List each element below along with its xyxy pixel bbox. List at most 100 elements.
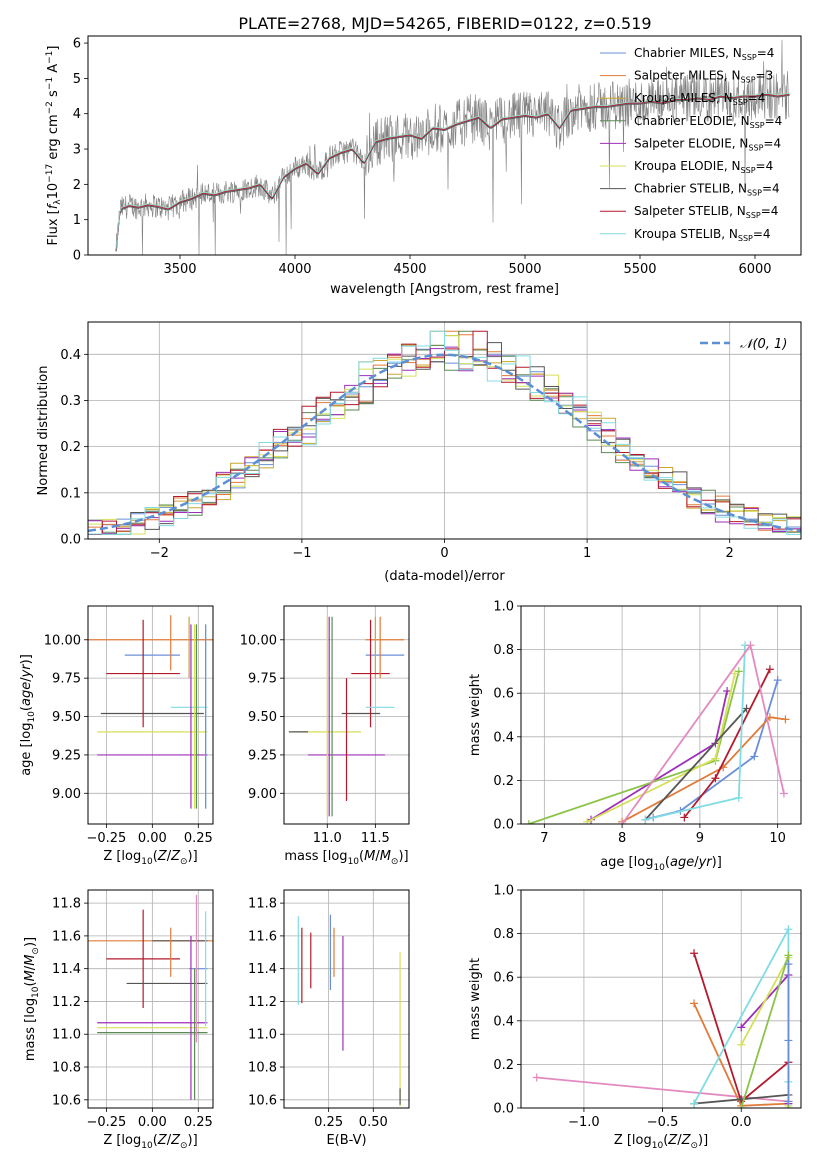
y-tick-label: 10.8	[52, 1061, 81, 1076]
x-tick-label: 11.5	[361, 831, 390, 846]
y-tick-label: 0.4	[493, 730, 514, 745]
axes-frame	[87, 605, 214, 825]
series-line	[644, 707, 748, 821]
y-axis-label: mass [log10(M/M⊙)]	[23, 937, 41, 1061]
y-axis-label: Normed distribution	[36, 366, 51, 496]
data-point	[524, 820, 533, 824]
y-tick-label: 11.0	[52, 1028, 81, 1043]
legend-entry: Chabrier MILES, NSSP=4	[634, 46, 774, 62]
series-line	[586, 673, 736, 823]
x-tick-label: −2	[150, 546, 169, 561]
legend-entry: Salpeter ELODIE, NSSP=4	[634, 136, 781, 152]
x-tick-label: 4000	[278, 262, 311, 277]
data-point	[711, 774, 720, 783]
data-point	[680, 813, 689, 822]
x-tick-label: 11.0	[313, 831, 342, 846]
plot-area	[297, 914, 401, 1107]
y-axis-label: age [log10(age/yr)]	[19, 654, 37, 776]
y-tick-label: 0.1	[60, 486, 81, 501]
y-tick-label: 2	[73, 178, 81, 193]
y-tick-label: 9.25	[52, 748, 81, 763]
y-tick-label: 11.4	[52, 962, 81, 977]
x-axis-label: wavelength [Angstrom, rest frame]	[330, 282, 559, 297]
model-spectrum	[115, 93, 790, 251]
x-tick-label: −1.0	[568, 1115, 600, 1130]
x-tick-label: 5500	[623, 262, 656, 277]
panel-mass-vs-EBV: 0.25 0.50 10.6 10.8 11.0 11.2 11.4 11.6 11.8 E(B-…	[248, 889, 410, 1148]
x-tick-label: 0.0	[731, 1115, 752, 1130]
y-tick-label: 11.4	[248, 962, 277, 977]
y-tick-label: 9.75	[52, 672, 81, 687]
y-tick-label: 0.0	[493, 818, 514, 833]
legend-entry: Kroupa ELODIE, NSSP=4	[634, 159, 773, 175]
panel-age-vs-Z: −0.25 0.00 0.25 9.00 9.25 9.50 9.75 10.00 Z [log…	[19, 605, 214, 867]
data-point	[750, 752, 759, 761]
data-point	[690, 1099, 699, 1108]
y-tick-label: 4	[73, 107, 81, 122]
x-tick-label: 7	[540, 831, 548, 846]
y-tick-label: 11.8	[52, 897, 81, 912]
x-tick-label: 10	[769, 831, 786, 846]
model-spectrum	[115, 92, 790, 250]
y-tick-label: 10.00	[44, 633, 81, 648]
series-line	[652, 679, 779, 819]
data-point	[784, 1097, 793, 1106]
y-tick-label: 9.50	[52, 710, 81, 725]
y-tick-label: 1.0	[493, 884, 514, 899]
x-tick-label: −0.25	[86, 1115, 126, 1130]
data-point	[784, 960, 793, 969]
plot-area	[532, 925, 793, 1108]
panel-residuals: −2 −1 0 1 2 0.0 0.1 0.2 0.3 0.4 (data-model)/error…	[36, 321, 802, 584]
x-axis-label: E(B-V)	[326, 1133, 366, 1148]
observed-spectrum	[115, 39, 790, 255]
plot-area	[288, 616, 405, 817]
legend: Chabrier MILES, NSSP=4 Salpeter MILES, NS…	[600, 46, 782, 243]
legend-entry: Chabrier STELIB, NSSP=4	[634, 182, 780, 198]
x-tick-label: −1	[292, 546, 311, 561]
y-tick-label: 3	[73, 143, 81, 158]
y-tick-label: 0	[73, 249, 81, 264]
y-tick-label: 9.25	[248, 748, 277, 763]
plot-area	[115, 39, 790, 255]
y-tick-label: 9.50	[248, 710, 277, 725]
x-tick-label: 6000	[738, 262, 771, 277]
axes-frame	[520, 889, 802, 1109]
series-line	[621, 716, 786, 823]
y-tick-label: 1.0	[493, 600, 514, 615]
x-tick-label: 0.00	[138, 831, 167, 846]
axes-frame	[283, 605, 410, 825]
y-tick-label: 0.6	[493, 687, 514, 702]
y-tick-label: 0.6	[493, 971, 514, 986]
model-spectrum	[115, 94, 790, 252]
y-tick-label: 11.2	[52, 995, 81, 1010]
x-tick-label: 0.25	[314, 1115, 343, 1130]
y-tick-label: 9.00	[248, 787, 277, 802]
y-tick-label: 9.75	[248, 672, 277, 687]
data-point	[742, 704, 751, 713]
figure-title: PLATE=2768, MJD=54265, FIBERID=0122, z=0…	[238, 14, 651, 33]
y-tick-label: 11.8	[248, 897, 277, 912]
series-line	[645, 645, 746, 821]
x-axis-label: Z [log10(Z/Z⊙)]	[103, 849, 197, 867]
data-point	[641, 815, 650, 824]
y-tick-label: 11.0	[248, 1028, 277, 1043]
y-tick-label: 0.2	[493, 774, 514, 789]
legend-entry: Salpeter STELIB, NSSP=4	[634, 204, 778, 220]
data-point	[765, 665, 774, 674]
x-tick-label: 3500	[163, 262, 196, 277]
y-tick-label: 0.8	[493, 643, 514, 658]
y-tick-label: 0.2	[493, 1058, 514, 1073]
data-point	[532, 1073, 541, 1082]
x-tick-label: 5000	[508, 262, 541, 277]
legend-entry: Chabrier ELODIE, NSSP=4	[634, 114, 782, 130]
x-tick-label: 4500	[393, 262, 426, 277]
axes-frame	[283, 889, 410, 1109]
legend-entry: Salpeter MILES, NSSP=3	[634, 69, 773, 85]
data-point	[737, 1104, 746, 1108]
data-point	[746, 641, 755, 650]
axes-frame	[87, 889, 214, 1109]
panel-age-vs-mass: 11.0 11.5 9.00 9.25 9.50 9.75 10.00 mass [log10…	[240, 605, 410, 867]
y-tick-label: 11.2	[248, 995, 277, 1010]
x-tick-label: 2	[726, 546, 734, 561]
